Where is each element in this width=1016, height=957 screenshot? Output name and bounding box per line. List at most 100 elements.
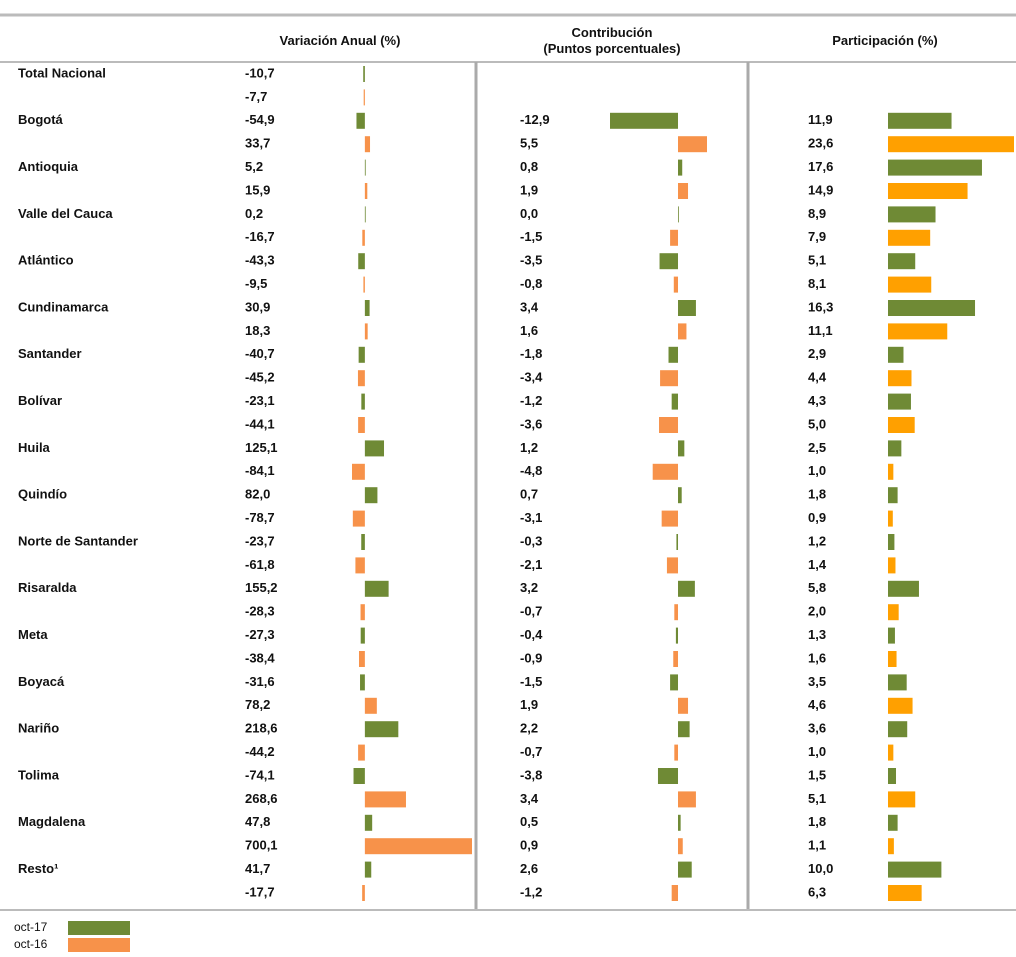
bar	[362, 885, 365, 901]
bar	[678, 300, 696, 316]
value-label: -3,4	[520, 370, 543, 385]
value-label: 0,9	[520, 838, 538, 853]
value-label: 2,0	[808, 604, 826, 619]
value-label: -0,4	[520, 627, 543, 642]
bar	[888, 838, 894, 855]
value-label: 0,8	[520, 159, 538, 174]
bar	[352, 510, 365, 527]
bar	[364, 487, 378, 504]
value-label: -84,1	[245, 463, 275, 478]
value-label: 3,6	[808, 721, 826, 736]
bar	[360, 604, 365, 621]
bar	[888, 463, 894, 480]
value-label: -0,7	[520, 604, 542, 619]
bar	[888, 580, 919, 597]
row-label: Boyacá	[18, 674, 65, 689]
value-label: -16,7	[245, 229, 275, 244]
bar	[360, 674, 365, 691]
value-label: -9,5	[245, 276, 267, 291]
bar	[674, 744, 679, 761]
bar	[659, 253, 679, 270]
value-label: 18,3	[245, 323, 270, 338]
bar	[356, 112, 365, 129]
value-label: -23,7	[245, 533, 275, 548]
bar	[888, 159, 982, 176]
value-label: -1,5	[520, 229, 542, 244]
bar	[678, 791, 696, 808]
value-label: 2,2	[520, 721, 538, 736]
value-label: 1,6	[808, 650, 826, 665]
value-label: 3,2	[520, 580, 538, 595]
value-label: 0,9	[808, 510, 826, 525]
value-label: 5,5	[520, 136, 538, 151]
bar	[671, 885, 679, 901]
legend-swatch	[68, 921, 130, 935]
value-label: 16,3	[808, 299, 833, 314]
value-label: -1,2	[520, 393, 542, 408]
value-label: -12,9	[520, 112, 550, 127]
bar	[363, 89, 365, 106]
value-label: -23,1	[245, 393, 275, 408]
value-label: 0,2	[245, 206, 263, 221]
value-label: 41,7	[245, 861, 270, 876]
value-label: -4,8	[520, 463, 542, 478]
value-label: -1,8	[520, 346, 542, 361]
bar	[888, 697, 913, 714]
value-label: 23,6	[808, 136, 833, 151]
bar	[364, 159, 366, 176]
value-label: 218,6	[245, 721, 278, 736]
bar	[888, 300, 976, 316]
row-label: Risaralda	[18, 580, 77, 595]
bar	[358, 253, 365, 270]
bar	[652, 463, 679, 480]
value-label: 33,7	[245, 136, 270, 151]
value-label: 47,8	[245, 814, 270, 829]
value-label: 2,5	[808, 440, 826, 455]
bar	[674, 604, 679, 621]
value-label: 1,9	[520, 182, 538, 197]
bar	[888, 253, 916, 270]
bar	[363, 66, 365, 82]
value-label: 5,1	[808, 791, 826, 806]
value-label: -2,1	[520, 557, 542, 572]
bar	[673, 276, 679, 293]
bar	[888, 885, 922, 901]
value-label: 11,9	[808, 112, 833, 127]
row-label: Atlántico	[18, 253, 74, 268]
value-label: -3,1	[520, 510, 542, 525]
bar	[363, 276, 365, 293]
value-label: 1,8	[808, 814, 826, 829]
bar	[364, 136, 371, 153]
legend-label: oct-17	[14, 920, 48, 934]
bar	[361, 393, 365, 410]
value-label: 82,0	[245, 487, 270, 502]
bar	[364, 838, 472, 855]
bar	[678, 183, 689, 199]
bar	[364, 440, 385, 457]
row-label: Huila	[18, 440, 51, 455]
value-label: 2,9	[808, 346, 826, 361]
bar	[888, 627, 895, 644]
bar	[364, 861, 372, 878]
value-label: -44,2	[245, 744, 275, 759]
column-header: Contribución (Puntos porcentuales)	[543, 25, 680, 56]
row-label: Santander	[18, 346, 82, 361]
bar	[610, 112, 679, 129]
bar	[678, 721, 690, 738]
bar	[888, 206, 936, 223]
bar	[358, 744, 365, 761]
bar	[888, 768, 897, 784]
value-label: -44,1	[245, 416, 275, 431]
value-label: 1,3	[808, 627, 826, 642]
bar	[678, 697, 689, 714]
bar	[364, 791, 406, 808]
value-label: 10,0	[808, 861, 833, 876]
bar	[678, 440, 685, 457]
value-label: -0,9	[520, 650, 542, 665]
bar	[678, 838, 683, 855]
value-label: 3,4	[520, 791, 539, 806]
value-label: 15,9	[245, 182, 270, 197]
value-label: 0,0	[520, 206, 538, 221]
value-label: 30,9	[245, 299, 270, 314]
value-label: -38,4	[245, 650, 275, 665]
